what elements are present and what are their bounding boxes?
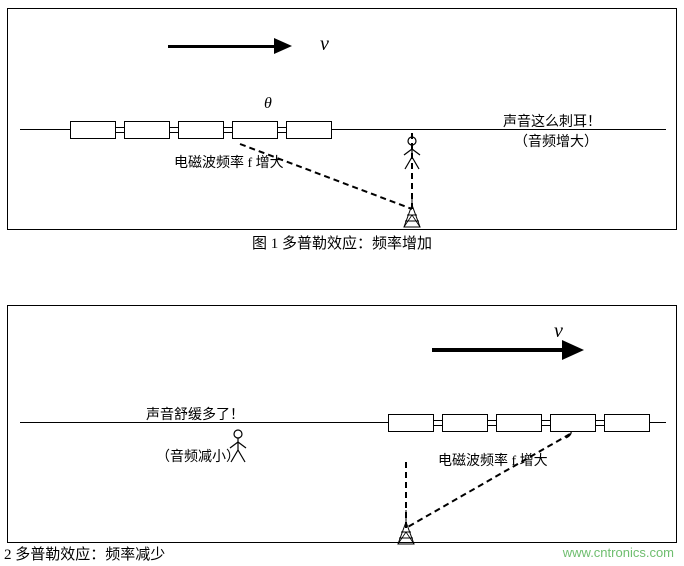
watermark: www.cntronics.com [563, 545, 674, 560]
doppler-panel-1: v θ 电磁波频率 f 增大 声音这么刺耳！ （音频增大） [7, 8, 677, 230]
doppler-panel-2: v θ 电磁波频率 f 增大 声音舒缓多了！ （音频减小） [7, 305, 677, 543]
dashed-rays [8, 306, 678, 544]
dashed-rays [8, 9, 678, 231]
panel-2-caption: 2 多普勒效应：频率减少 [4, 543, 165, 564]
panel-1-caption: 图 1 多普勒效应：频率增加 [0, 232, 684, 253]
